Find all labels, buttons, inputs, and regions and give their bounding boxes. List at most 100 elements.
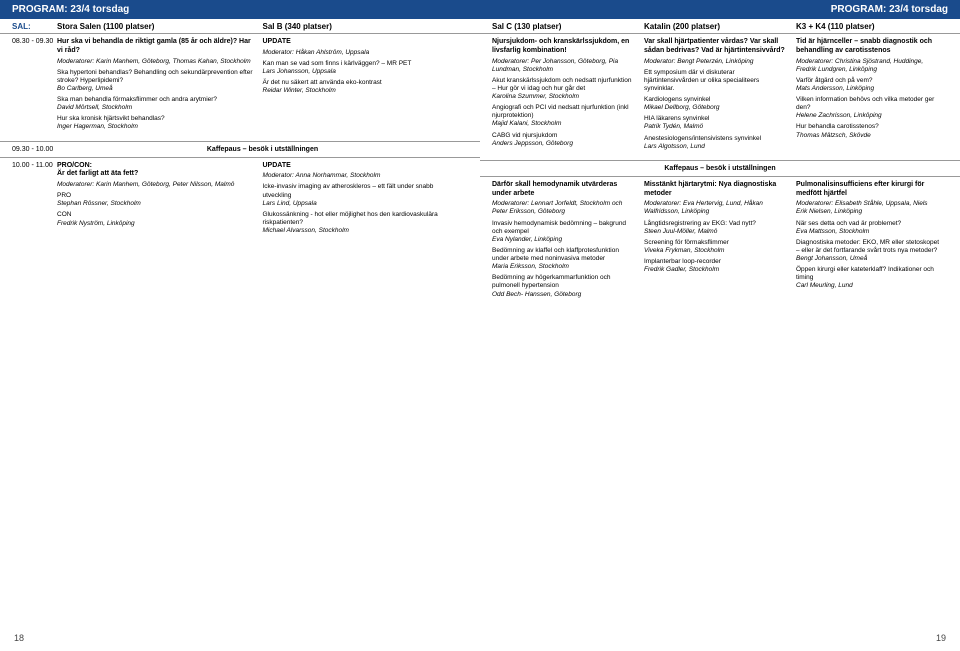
s2r1-mod: Moderatorer: Lennart Jorfeldt, Stockholm… [492,200,636,216]
s2l2-p1: Icke-invasiv imaging av atheroskleros – … [263,183,434,198]
break-row-left: 09.30 - 10.00 Kaffepaus – besök i utstäl… [0,142,480,158]
sal-label: SAL: [12,22,57,31]
s2l1-mod: Moderatorer: Karin Manhem, Göteborg, Pet… [57,181,255,189]
s1r3-mod: Moderatorer: Christina Sjöstrand, Huddin… [796,58,940,74]
s1r2-title: Var skall hjärtpatienter vårdas? Var ska… [644,38,788,56]
s2l1-p1: PRO [57,192,71,199]
s1l1-p3i: Inger Hagerman, Stockholm [57,123,138,130]
s2r1-p3i: Odd Bech- Hanssen, Göteborg [492,291,581,298]
s1r2-mod: Moderator: Bengt Peterzén, Linköping [644,58,788,66]
s1r2-p4: Anestesiologens/intensivistens synvinkel [644,135,761,142]
s2r3-title: Pulmonalisinsufficiens efter kirurgi för… [796,181,940,199]
s2l1-p2: CON [57,211,71,218]
s2l1-title: PRO/CON: Är det farligt att äta fett? [57,162,255,180]
slot1-left: 08.30 - 09.30 Hur ska vi behandla de rik… [0,34,480,142]
s2r2-p3: Implanterbar loop-recorder [644,258,721,265]
s2r3-p2: Diagnostiska metoder: EKO, MR eller stet… [796,239,939,254]
s1r1-title: Njursjukdom- och kranskärlssjukdom, en l… [492,38,636,56]
s2r3-mod: Moderatorer: Elisabeth Ståhle, Uppsala, … [796,200,940,216]
s2l2-p1i: Lars Lind, Uppsala [263,200,317,207]
slot1-time: 08.30 - 09.30 [12,38,57,135]
s2r1-p2: Bedömning av klaffel och klaffprotesfunk… [492,247,619,262]
s1l1-mod: Moderatorer: Karin Manhem, Göteborg, Tho… [57,58,255,66]
s2r3-p3: Öppen kirurgi eller kateterklaff? Indika… [796,266,934,281]
s2r2-p1i: Steen Juul-Möller, Malmö [644,228,717,235]
slot2-col1: PRO/CON: Är det farligt att äta fett? Mo… [57,162,263,239]
slot2-r2: Misstänkt hjärtarytmi: Nya diagnostiska … [644,181,796,302]
sal-col-c: Sal C (130 platser) [492,22,644,31]
pagenum-left: 18 [14,633,24,643]
sal-header-row-right: Sal C (130 platser) Katalin (200 platser… [480,19,960,34]
s2l1-p1i: Stephan Rössner, Stockholm [57,200,141,207]
s2r2-p3i: Fredrik Gadler, Stockholm [644,266,719,273]
s1r2-p4i: Lars Algotsson, Lund [644,143,705,150]
slot1-r1: Njursjukdom- och kranskärlssjukdom, en l… [492,38,644,154]
break-label-left: Kaffepaus – besök i utställningen [57,146,468,153]
s1r3-title: Tid är hjärnceller – snabb diagnostik oc… [796,38,940,56]
s1r2-p2: Kardiologens synvinkel [644,96,710,103]
sal-col-stora: Stora Salen (1100 platser) [57,22,263,31]
s1l1-title: Hur ska vi behandla de riktigt gamla (85… [57,38,255,56]
s2r2-title: Misstänkt hjärtarytmi: Nya diagnostiska … [644,181,788,199]
s1l2-p1i: Lars Johansson, Uppsala [263,68,336,75]
s2r3-p2i: Bengt Johansson, Umeå [796,255,867,262]
s2l2-p2: Glukossänkning - hot eller möjlighet hos… [263,211,438,226]
s1r1-p1i: Karolina Szummer, Stockholm [492,93,579,100]
s1r2-p3: HIA läkarens synvinkel [644,115,709,122]
s1r3-p3i: Thomas Mätzsch, Skövde [796,132,871,139]
slot1-col1: Hur ska vi behandla de riktigt gamla (85… [57,38,263,135]
header-right: PROGRAM: 23/4 torsdag [480,0,960,19]
s1r2-p3i: Patrik Tydén, Malmö [644,123,703,130]
s2r1-p1: Invasiv hemodynamisk bedömning – bakgrun… [492,220,626,235]
s2l2-mod: Moderator: Anna Norhammar, Stockholm [263,172,461,180]
sal-col-b: Sal B (340 platser) [263,22,469,31]
s1l1-p1: Ska hypertoni behandlas? Behandling och … [57,69,253,84]
slot2-r1: Därför skall hemodynamik utvärderas unde… [492,181,644,302]
s2r2-p2: Screening för förmaksflimmer [644,239,729,246]
s2r1-p3: Bedömning av högerkammarfunktion och pul… [492,274,611,289]
s1r1-p2i: Majid Kalani, Stockholm [492,120,561,127]
slot2-time: 10.00 - 11.00 [12,162,57,239]
s1r2-p1: Ett symposium där vi diskuterar hjärtint… [644,69,788,93]
header-left: PROGRAM: 23/4 torsdag [0,0,480,19]
s1l1-p3: Hur ska kronisk hjärtsvikt behandlas? [57,115,165,122]
break-row-right: Kaffepaus – besök i utställningen [480,161,960,177]
s2r3-p1i: Eva Mattsson, Stockholm [796,228,869,235]
slot2-right: Därför skall hemodynamik utvärderas unde… [480,177,960,308]
s2l1-p2i: Fredrik Nyström, Linköping [57,220,135,227]
sal-col-katalin: Katalin (200 platser) [644,22,796,31]
s2l2-title: UPDATE [263,162,461,171]
s1l2-title: UPDATE [263,38,461,47]
s1r3-p1i: Mats Andersson, Linköping [796,85,874,92]
slot2-r3: Pulmonalisinsufficiens efter kirurgi för… [796,181,948,302]
slot2-left: 10.00 - 11.00 PRO/CON: Är det farligt at… [0,158,480,245]
s1r1-mod: Moderatorer: Per Johansson, Göteborg, Pi… [492,58,636,74]
right-page: PROGRAM: 23/4 torsdag Sal C (130 platser… [480,0,960,651]
break-label-right: Kaffepaus – besök i utställningen [492,165,948,172]
s2r2-p1: Långtidsregistrering av EKG: Vad nytt? [644,220,756,227]
s1r1-p1: Akut kranskärlssjukdom och nedsatt njurf… [492,77,631,92]
break-time: 09.30 - 10.00 [12,146,57,153]
s2r2-p2i: Viveka Frykman, Stockholm [644,247,724,254]
slot2-col2: UPDATE Moderator: Anna Norhammar, Stockh… [263,162,469,239]
s1r3-p2i: Helene Zachrisson, Linköping [796,112,882,119]
sal-header-row: SAL: Stora Salen (1100 platser) Sal B (3… [0,19,480,34]
s1l1-p2i: David Mörtsell, Stockholm [57,104,132,111]
s2r3-p3i: Carl Meurling, Lund [796,282,853,289]
s1l2-p1: Kan man se vad som finns i kärlväggen? –… [263,60,412,67]
s2r2-mod: Moderatorer: Eva Hertervig, Lund, Håkan … [644,200,788,216]
s1r1-p2: Angiografi och PCI vid nedsatt njurfunkt… [492,104,629,119]
s1l2-p2i: Reidar Winter, Stockholm [263,87,336,94]
left-page: PROGRAM: 23/4 torsdag SAL: Stora Salen (… [0,0,480,651]
s1r2-p2i: Mikael Dellborg, Göteborg [644,104,720,111]
pagenum-right: 19 [936,633,946,643]
s1l1-p2: Ska man behandla förmaksflimmer och andr… [57,96,217,103]
s1r3-p2: Vilken information behövs och vilka meto… [796,96,934,111]
slot1-col2: UPDATE Moderator: Håkan Ahlström, Uppsal… [263,38,469,135]
slot1-right: Njursjukdom- och kranskärlssjukdom, en l… [480,34,960,161]
s2r3-p1: När ses detta och vad är problemet? [796,220,901,227]
s1l2-mod: Moderator: Håkan Ahlström, Uppsala [263,49,461,57]
slot1-r2: Var skall hjärtpatienter vårdas? Var ska… [644,38,796,154]
s1l2-p2: Är det nu säkert att använda eko-kontras… [263,79,382,86]
slot1-r3: Tid är hjärnceller – snabb diagnostik oc… [796,38,948,154]
